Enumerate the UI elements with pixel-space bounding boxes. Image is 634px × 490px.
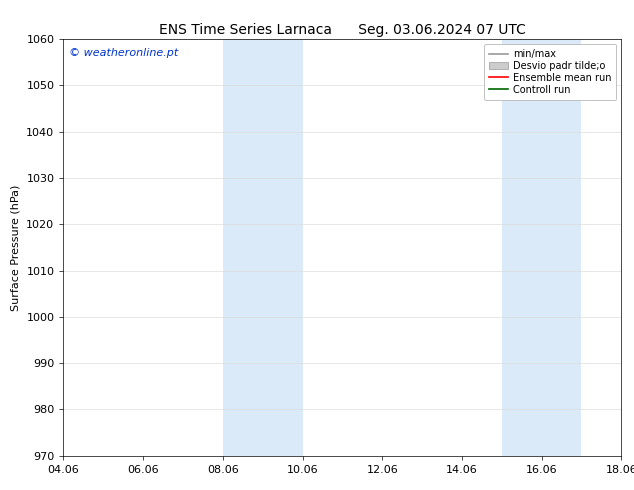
Y-axis label: Surface Pressure (hPa): Surface Pressure (hPa) — [11, 184, 21, 311]
Bar — [223, 39, 302, 456]
Legend: min/max, Desvio padr tilde;o, Ensemble mean run, Controll run: min/max, Desvio padr tilde;o, Ensemble m… — [484, 44, 616, 99]
Bar — [501, 39, 581, 456]
Title: ENS Time Series Larnaca      Seg. 03.06.2024 07 UTC: ENS Time Series Larnaca Seg. 03.06.2024 … — [159, 23, 526, 37]
Text: © weatheronline.pt: © weatheronline.pt — [69, 48, 178, 57]
